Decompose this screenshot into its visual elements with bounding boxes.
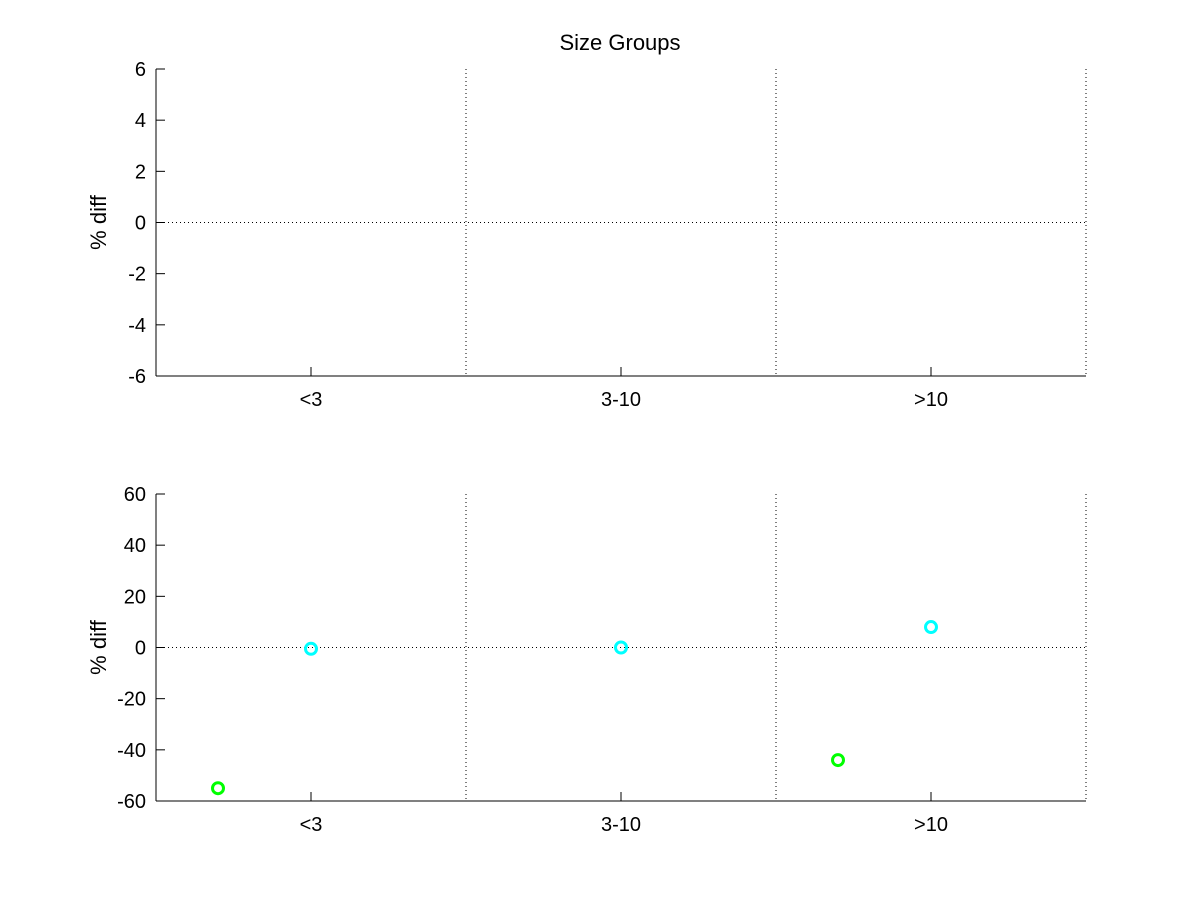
plot-0-y-axis-label: % diff bbox=[86, 194, 111, 250]
bottom-subplot: -60 -40 -20 0 20 40 60 <3 3-10 >10 % diff bbox=[86, 484, 1087, 836]
plot-1-y-tick-label: 0 bbox=[135, 638, 146, 660]
plot-0-y-tick-label: 6 bbox=[135, 59, 146, 81]
plot-1-data-point bbox=[304, 641, 318, 656]
plot-1-data-point bbox=[831, 753, 845, 768]
plot-1-y-tick-label: 60 bbox=[124, 484, 146, 506]
plot-1-x-tick-label: >10 bbox=[914, 814, 948, 836]
plot-0-y-tick-label: -4 bbox=[128, 315, 146, 337]
plot-1-y-tick-label: 20 bbox=[124, 586, 146, 608]
plot-0-y-tick-label: 0 bbox=[135, 213, 146, 235]
plot-0-x-tick-label: 3-10 bbox=[601, 389, 641, 411]
top-subplot: -6 -4 -2 0 2 4 6 <3 3-10 >10 % diff bbox=[86, 59, 1087, 411]
plot-0-y-tick-label: 2 bbox=[135, 161, 146, 183]
plot-1-y-tick-label: -40 bbox=[117, 740, 146, 762]
plot-0-x-tick-label: >10 bbox=[914, 389, 948, 411]
plot-1-data-point bbox=[614, 640, 628, 655]
plot-1-y-tick-label: 40 bbox=[124, 535, 146, 557]
plot-1-x-tick-label: 3-10 bbox=[601, 814, 641, 836]
plot-1-y-axis-label: % diff bbox=[86, 619, 111, 675]
plot-1-data-point bbox=[924, 620, 938, 635]
plot-1-y-tick-label: -20 bbox=[117, 689, 146, 711]
plot-0-y-tick-label: -6 bbox=[128, 366, 146, 388]
plot-0-y-tick-label: -2 bbox=[128, 264, 146, 286]
plot-0-y-tick-label: 4 bbox=[135, 110, 146, 132]
plot-1-data-point bbox=[211, 781, 225, 796]
chart-title: Size Groups bbox=[559, 30, 680, 55]
plot-0-x-tick-label: <3 bbox=[300, 389, 323, 411]
plot-1-x-tick-label: <3 bbox=[300, 814, 323, 836]
plot-1-y-tick-label: -60 bbox=[117, 791, 146, 813]
